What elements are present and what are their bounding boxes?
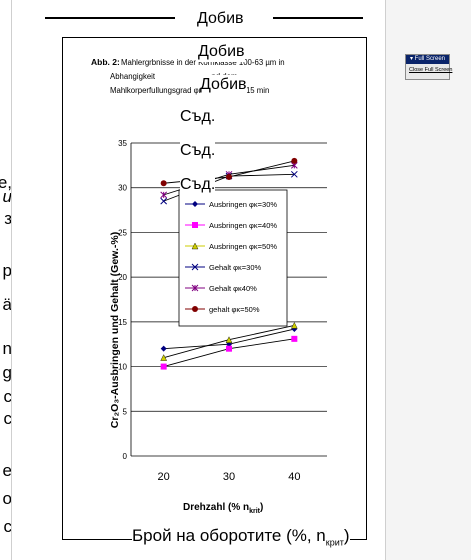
dobiv-label-2: Добив [198,42,245,62]
caption-line-3: Mahlkorperfullungsgrad φκ, Mahldauer 15 … [110,86,269,95]
left-margin-text: e, u з р ä n g c с e о c [0,0,12,560]
legend-box [178,189,288,327]
caption-prefix: Abb. 2: [91,57,120,67]
legend: Ausbringen φκ=30% Ausbringen φκ=40% Ausbri… [178,189,288,327]
sad-label-1: Съд. [180,107,216,127]
y-tick-label: 35 [118,139,127,148]
legend-item: gehalt φκ=50% [185,305,260,314]
y-tick-label: 30 [118,184,127,193]
dobiv-label-1: Добив [197,9,244,29]
y-tick-labels: 0 5 10 15 20 25 30 35 [118,139,127,461]
line-chart: Abb. 2: Mahlergrbnisse in der Kornklasse… [91,57,327,515]
margin-char: g [2,363,12,382]
margin-char: з [4,209,12,228]
y-tick-label: 25 [118,228,127,237]
page-right-border [385,0,386,560]
margin-char: ä [2,295,12,314]
data-point [291,157,298,164]
margin-char: e [2,461,12,480]
heading-rule-left [45,17,175,19]
data-point [160,363,167,370]
y-axis-label: Cr₂O₃-Ausbringen und Gehalt (Gew.-%) [109,232,121,428]
margin-char: c [3,387,13,406]
sad-label-2: Съд. [180,141,216,161]
data-point [226,173,232,180]
legend-item: Ausbringen φκ=30% [185,200,277,209]
full-screen-toolbar-title[interactable]: ▾ Full Screen [406,55,449,64]
margin-char: с [3,409,13,428]
data-point [160,180,167,187]
caption-line-2: Abhangigkeit nd dem [110,72,237,81]
legend-label: Ausbringen φκ=30% [209,200,277,209]
x-axis-label-main: Drehzahl (% n [183,502,249,513]
heading-rule-right [273,17,363,19]
series-lines [160,157,298,370]
data-point [290,170,298,178]
legend-label: Ausbringen φκ=50% [209,242,277,251]
full-screen-toolbar[interactable]: ▾ Full Screen Close Full Screen [405,54,453,80]
data-point [191,284,199,292]
data-point [192,222,198,228]
margin-char: о [2,489,12,508]
y-tick-label: 15 [118,318,127,327]
sad-label-3: Съд. [180,175,216,195]
legend-item: Ausbringen φκ=50% [185,242,277,251]
data-point [225,336,233,343]
margin-char: р [2,261,12,280]
data-point [192,201,198,207]
legend-label: Ausbringen φκ=40% [209,221,277,230]
legend-item: Gehalt φκ40% [185,284,257,293]
margin-char: e, [0,173,12,192]
data-point [160,197,168,205]
dobiv-label-3: Добив [200,75,247,95]
y-tick-label: 10 [118,363,127,372]
legend-label: Gehalt φκ=30% [209,263,262,272]
y-tick-label: 5 [123,407,128,416]
x-axis-label-sub: krit [249,508,261,515]
data-point [160,354,167,361]
data-point [191,263,199,271]
series-2 [160,335,298,370]
y-tick-label: 0 [123,452,128,461]
x-tick-labels: 20 30 40 [158,471,301,483]
margin-char: u [2,187,12,206]
legend-items: Ausbringen φκ=30% Ausbringen φκ=40% Ausbri… [185,200,277,314]
data-point [291,335,298,342]
legend-label: gehalt φκ=50% [209,305,260,314]
close-full-screen-button[interactable]: Close Full Screen [409,67,453,73]
data-point [192,306,198,312]
x-axis-label: Drehzahl (% nkrit) [183,502,263,515]
x-axis-translation-close: ) [343,526,350,545]
legend-label: Gehalt φκ40% [209,284,257,293]
margin-char: c [3,517,13,536]
data-point [226,345,232,352]
x-axis-translation-main: Брой на оборотите (%, n [132,526,326,545]
caption-line-1: Mahlergrbnisse in der Kornklasse 100-63 … [121,58,285,67]
x-tick-label: 20 [158,471,170,483]
data-point [291,321,298,329]
series-3 [160,321,298,361]
data-point [191,242,199,250]
x-tick-label: 40 [288,471,300,483]
x-axis-label-close: ) [260,502,263,513]
x-tick-label: 30 [223,471,235,483]
right-panel [386,0,471,560]
legend-item: Ausbringen φκ=40% [185,221,277,230]
y-tick-label: 20 [118,273,127,282]
legend-item: Gehalt φκ=30% [185,263,262,272]
data-point [160,191,168,199]
x-axis-translation: Брой на оборотите (%, nкрит) [132,526,350,553]
margin-char: n [2,339,12,358]
data-point [160,345,167,352]
x-axis-translation-sub: крит [325,537,344,548]
page-left-border [11,0,12,560]
